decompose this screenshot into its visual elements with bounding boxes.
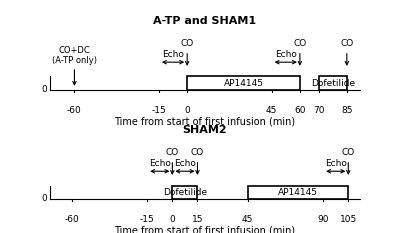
- Text: CO: CO: [340, 39, 354, 48]
- Text: CO: CO: [180, 39, 194, 48]
- Text: AP14145: AP14145: [224, 79, 264, 88]
- Text: CO: CO: [191, 148, 204, 157]
- Text: Echo: Echo: [174, 159, 196, 168]
- Text: CO+DC
(A-TP only): CO+DC (A-TP only): [52, 46, 97, 65]
- Text: CO: CO: [166, 148, 179, 157]
- Text: Echo: Echo: [325, 159, 347, 168]
- Title: SHAM2: SHAM2: [183, 125, 227, 135]
- Bar: [319, 76, 347, 90]
- X-axis label: Time from start of first infusion (min): Time from start of first infusion (min): [114, 116, 296, 126]
- Text: CO: CO: [293, 39, 306, 48]
- Title: A-TP and SHAM1: A-TP and SHAM1: [154, 16, 256, 26]
- Text: Echo: Echo: [162, 50, 184, 59]
- Text: AP14145: AP14145: [278, 188, 318, 197]
- Bar: [187, 76, 300, 90]
- Text: Dofetilide: Dofetilide: [163, 188, 207, 197]
- X-axis label: Time from start of first infusion (min): Time from start of first infusion (min): [114, 225, 296, 233]
- Text: CO: CO: [342, 148, 355, 157]
- Bar: [248, 185, 348, 199]
- Text: Dofetilide: Dofetilide: [311, 79, 355, 88]
- Text: 0: 0: [42, 85, 47, 94]
- Text: Echo: Echo: [149, 159, 171, 168]
- Bar: [172, 185, 198, 199]
- Text: 0: 0: [42, 194, 48, 203]
- Text: Echo: Echo: [275, 50, 297, 59]
